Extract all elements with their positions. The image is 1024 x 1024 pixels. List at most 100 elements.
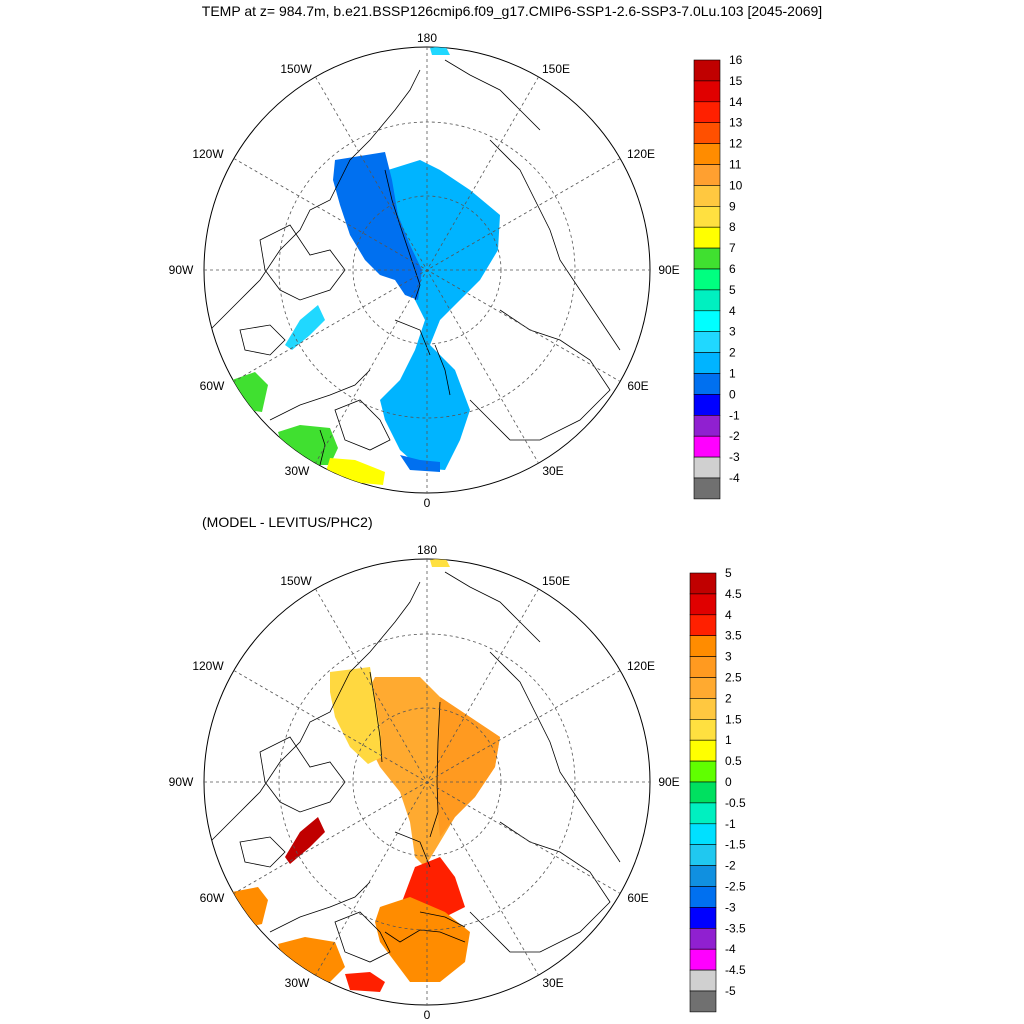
lon-label-180: 180 (417, 543, 437, 557)
lon-label-150e: 150E (542, 62, 570, 76)
colorbar-label: -5 (725, 984, 736, 998)
colorbar-label: 10 (729, 178, 743, 192)
colorbar-label: 3 (725, 650, 732, 664)
colorbar-label: 5 (729, 283, 736, 297)
colorbar-label: 15 (729, 74, 743, 88)
colorbar-label: 5 (725, 566, 732, 580)
top-field-cyan (285, 305, 325, 350)
colorbar-swatch (693, 101, 721, 124)
colorbar-label: 12 (729, 137, 743, 151)
map-subtitle: (MODEL - LEVITUS/PHC2) (202, 514, 373, 530)
colorbar-swatch (693, 122, 721, 144)
bottom-map-panel: 180 150W 150E 120W 120E 90W 90E 60W 60E … (169, 543, 746, 1022)
colorbar-label: 2 (729, 346, 736, 360)
colorbar-label: 1 (729, 367, 736, 381)
lon-label-150w: 150W (280, 574, 312, 588)
colorbar-swatch (689, 969, 717, 992)
colorbar-label: 16 (729, 53, 743, 67)
colorbar-swatch (689, 781, 717, 804)
bot-field-orange-south (375, 897, 470, 982)
colorbar-swatch (689, 823, 717, 845)
colorbar-label: -2 (725, 859, 736, 873)
colorbar-label: -1 (729, 408, 740, 422)
top-field-main (380, 160, 500, 470)
lon-label-120e: 120E (627, 659, 655, 673)
colorbar-label: -3 (725, 900, 736, 914)
colorbar-swatch (689, 865, 717, 887)
colorbar-swatch (693, 268, 721, 291)
lon-label-60w: 60W (200, 891, 225, 905)
colorbar-swatch (693, 352, 721, 374)
colorbar-swatch (693, 456, 721, 479)
lon-label-180: 180 (417, 31, 437, 45)
top-lon-labels: 180 150W 150E 120W 120E 90W 90E 60W 60E … (169, 31, 680, 510)
colorbar-swatch (689, 635, 717, 657)
colorbar-swatch (693, 164, 721, 186)
bot-field-red-small (345, 972, 385, 992)
lon-label-90e: 90E (658, 263, 679, 277)
top-field-deep (333, 152, 422, 300)
colorbar-label: 3 (729, 325, 736, 339)
lon-label-60e: 60E (627, 379, 648, 393)
top-map-panel: 180 150W 150E 120W 120E 90W 90E 60W 60E … (169, 31, 743, 510)
colorbar-label: -2.5 (725, 880, 746, 894)
top-graticule (204, 47, 650, 493)
colorbar-swatch (689, 572, 717, 595)
colorbar-swatch (689, 698, 717, 720)
bot-field-darkred (285, 817, 325, 864)
colorbar-label: 1.5 (725, 712, 742, 726)
lon-label-60w: 60W (200, 379, 225, 393)
colorbar-label: -1 (725, 817, 736, 831)
colorbar-label: -2 (729, 429, 740, 443)
colorbar-swatch (689, 760, 717, 783)
top-field-deepblue (400, 455, 440, 472)
colorbar-swatch (693, 80, 721, 103)
colorbar-swatch (693, 373, 721, 395)
colorbar-label: -1.5 (725, 838, 746, 852)
lon-label-120w: 120W (192, 147, 224, 161)
top-coastlines (209, 59, 621, 451)
colorbar-label: 6 (729, 262, 736, 276)
lon-label-90w: 90W (169, 263, 194, 277)
colorbar-label: 2.5 (725, 671, 742, 685)
colorbar-label: 4 (729, 304, 736, 318)
colorbar-swatch (693, 289, 721, 312)
colorbar-swatch (689, 886, 717, 908)
bot-field-darkorange (437, 697, 500, 837)
colorbar-label: 0 (729, 387, 736, 401)
bottom-graticule (204, 559, 650, 1005)
colorbar-label: 0.5 (725, 754, 742, 768)
colorbar-label: -4 (725, 942, 736, 956)
colorbar-label: 4.5 (725, 587, 742, 601)
map-title: TEMP at z= 984.7m, b.e21.BSSP126cmip6.f0… (201, 3, 823, 19)
colorbar-swatch (689, 656, 717, 678)
colorbar-swatch (693, 414, 721, 437)
colorbar-swatch (689, 907, 717, 929)
lon-label-0: 0 (424, 1008, 431, 1022)
colorbar-label: -0.5 (725, 796, 746, 810)
colorbar-label: -3 (729, 450, 740, 464)
colorbar-swatch (689, 677, 717, 699)
colorbar-swatch (693, 394, 721, 416)
bot-field-yellow-top (430, 559, 450, 567)
bot-field-orange-west (232, 887, 268, 927)
top-field-green-1 (232, 372, 268, 412)
bot-field-yellow (330, 667, 382, 764)
bottom-map-disc (203, 558, 651, 1006)
colorbar-label: -4 (729, 471, 740, 485)
colorbar-swatch (689, 948, 717, 971)
colorbar-swatch (689, 614, 717, 637)
colorbar-swatch (693, 477, 721, 500)
lon-label-30w: 30W (285, 976, 310, 990)
colorbar-swatch (693, 435, 721, 458)
lon-label-90e: 90E (658, 775, 679, 789)
colorbar-label: -4.5 (725, 963, 746, 977)
colorbar-label: 14 (729, 95, 743, 109)
bottom-colorbar: 5 4.5 4 3.5 3 2.5 2 1.5 1 0.5 0 -0.5 -1 -1.5 -2 -2.5 -3 -… (689, 566, 746, 1013)
top-contours (319, 169, 451, 466)
colorbar-label: 3.5 (725, 629, 742, 643)
lon-label-30w: 30W (285, 464, 310, 478)
lon-label-150e: 150E (542, 574, 570, 588)
colorbar-swatch (693, 226, 721, 249)
